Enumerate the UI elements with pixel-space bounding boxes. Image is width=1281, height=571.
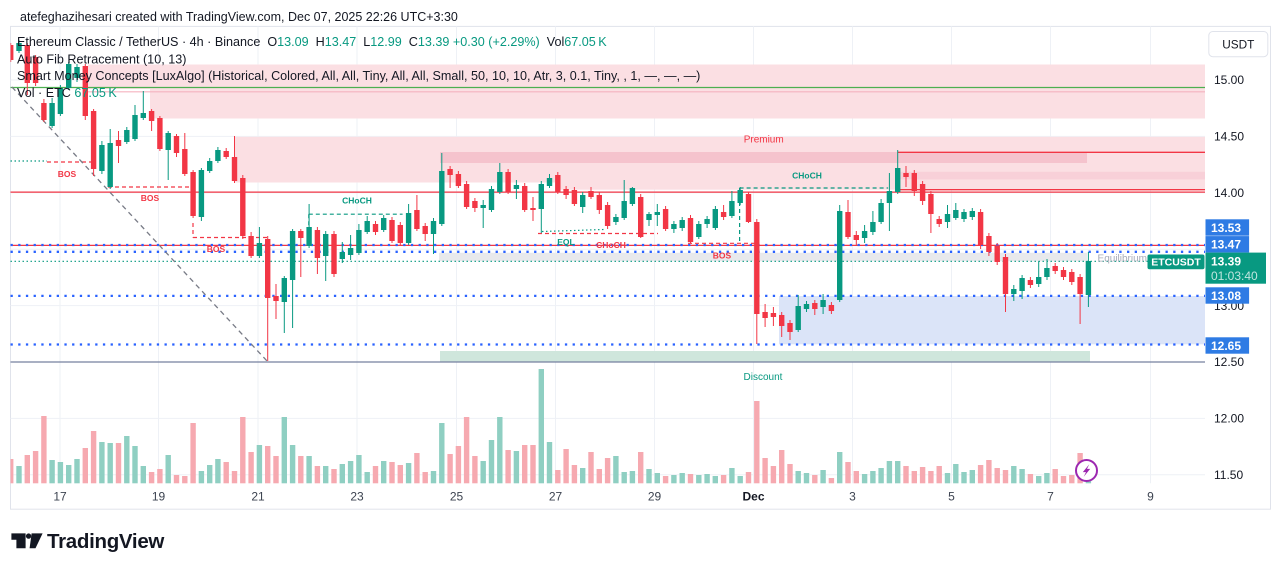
svg-text:3: 3 bbox=[849, 490, 856, 504]
svg-text:Dec: Dec bbox=[742, 490, 764, 504]
svg-text:TradingView: TradingView bbox=[47, 530, 164, 553]
svg-text:13.47: 13.47 bbox=[1211, 238, 1241, 252]
svg-text:BOS: BOS bbox=[58, 169, 77, 179]
svg-text:12.65: 12.65 bbox=[1211, 339, 1241, 353]
svg-text:BOS: BOS bbox=[141, 193, 160, 203]
svg-text:14.50: 14.50 bbox=[1214, 130, 1244, 144]
svg-text:Auto Fib Retracement (10, 13): Auto Fib Retracement (10, 13) bbox=[17, 52, 186, 66]
svg-text:CHoCH: CHoCH bbox=[342, 196, 372, 206]
svg-text:13.08: 13.08 bbox=[1211, 289, 1241, 303]
svg-text:CHoCH: CHoCH bbox=[596, 240, 626, 250]
svg-text:7: 7 bbox=[1047, 490, 1054, 504]
svg-text:25: 25 bbox=[450, 490, 464, 504]
svg-text:9: 9 bbox=[1147, 490, 1154, 504]
svg-text:Smart Money Concepts [LuxAlgo]: Smart Money Concepts [LuxAlgo] (Historic… bbox=[17, 69, 700, 83]
svg-text:BOS: BOS bbox=[207, 244, 226, 254]
svg-text:ETCUSDT: ETCUSDT bbox=[1151, 257, 1201, 269]
svg-text:23: 23 bbox=[350, 490, 364, 504]
svg-text:11.50: 11.50 bbox=[1214, 468, 1243, 482]
svg-text:15.00: 15.00 bbox=[1214, 73, 1244, 87]
svg-text:EQL: EQL bbox=[557, 237, 574, 247]
svg-text:29: 29 bbox=[648, 490, 662, 504]
svg-text:Discount: Discount bbox=[744, 372, 783, 383]
svg-text:21: 21 bbox=[251, 490, 265, 504]
svg-text:13.39: 13.39 bbox=[1211, 255, 1241, 269]
svg-text:Ethereum Classic / TetherUS ·: Ethereum Classic / TetherUS · 4h · Binan… bbox=[17, 35, 607, 49]
svg-text:19: 19 bbox=[152, 490, 166, 504]
svg-text:17: 17 bbox=[53, 490, 67, 504]
svg-text:13.53: 13.53 bbox=[1211, 221, 1241, 235]
svg-text:27: 27 bbox=[549, 490, 563, 504]
svg-text:BOS: BOS bbox=[713, 251, 732, 261]
svg-text:14.00: 14.00 bbox=[1214, 186, 1244, 200]
svg-text:Vol · ETC 67.05 K: Vol · ETC 67.05 K bbox=[17, 86, 117, 100]
svg-text:atefeghazihesari created with: atefeghazihesari created with TradingVie… bbox=[20, 10, 458, 24]
svg-text:12.00: 12.00 bbox=[1214, 412, 1244, 426]
svg-text:Equilibrium: Equilibrium bbox=[1098, 254, 1147, 265]
svg-text:Premium: Premium bbox=[744, 135, 784, 146]
svg-text:5: 5 bbox=[948, 490, 955, 504]
svg-text:CHoCH: CHoCH bbox=[792, 170, 822, 180]
svg-text:01:03:40: 01:03:40 bbox=[1211, 269, 1258, 283]
svg-text:USDT: USDT bbox=[1222, 38, 1254, 52]
svg-text:12.50: 12.50 bbox=[1214, 355, 1244, 369]
